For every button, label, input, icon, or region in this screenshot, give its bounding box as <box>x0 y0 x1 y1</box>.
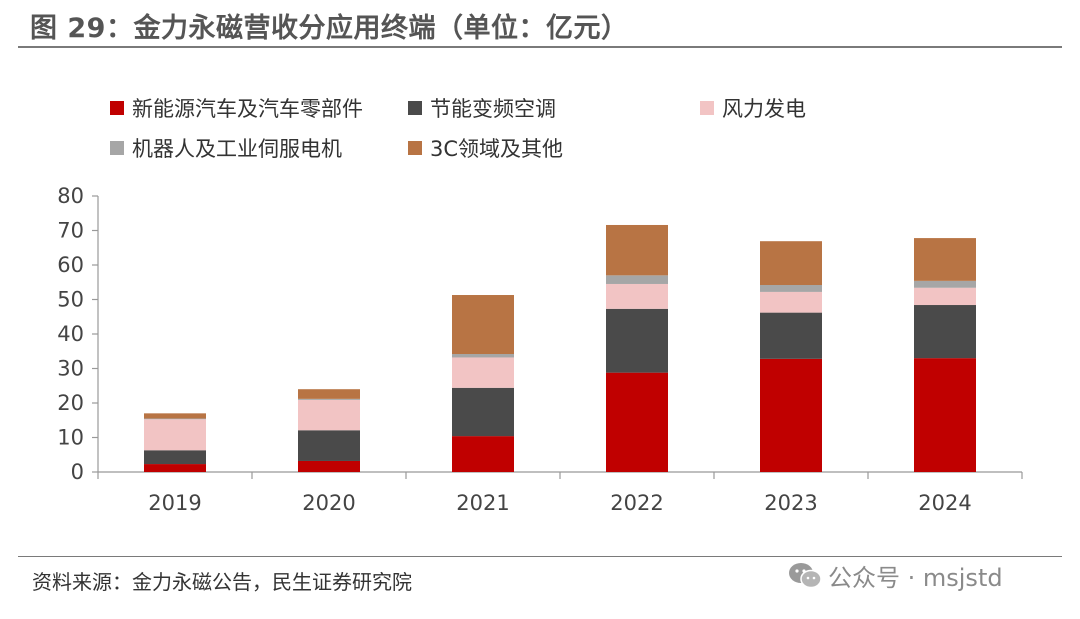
bar-nev-2023 <box>760 358 822 472</box>
legend-label-other: 3C领域及其他 <box>430 137 564 161</box>
bar-other-2024 <box>914 238 976 281</box>
bar-wind-2022 <box>606 283 668 309</box>
legend-item-other: 3C领域及其他 <box>408 133 563 163</box>
bar-robot-2022 <box>606 275 668 284</box>
x-tick-label: 2024 <box>918 491 971 515</box>
legend-swatch-nev <box>110 101 124 115</box>
bar-nev-2019 <box>144 464 206 472</box>
legend-label-wind: 风力发电 <box>722 97 806 121</box>
y-tick-label: 60 <box>57 253 84 277</box>
title-divider <box>18 46 1062 48</box>
bar-other-2021 <box>452 295 514 355</box>
x-tick-label: 2020 <box>302 491 355 515</box>
footer-divider <box>18 556 1062 557</box>
chart-legend: 新能源汽车及汽车零部件 节能变频空调 风力发电 机器人及工业伺服电机 3C领域及… <box>0 0 1080 190</box>
legend-label-robot: 机器人及工业伺服电机 <box>132 137 342 161</box>
y-tick-label: 40 <box>57 322 84 346</box>
legend-item-robot: 机器人及工业伺服电机 <box>110 133 342 163</box>
y-tick-label: 30 <box>57 357 84 381</box>
legend-swatch-other <box>408 141 422 155</box>
bar-wind-2020 <box>298 399 360 431</box>
bar-nev-2024 <box>914 358 976 472</box>
x-tick-label: 2019 <box>148 491 201 515</box>
bar-hvac-2024 <box>914 305 976 359</box>
bar-robot-2021 <box>452 354 514 358</box>
bar-other-2020 <box>298 389 360 399</box>
bar-wind-2024 <box>914 287 976 306</box>
bar-nev-2020 <box>298 460 360 472</box>
legend-item-wind: 风力发电 <box>700 93 806 123</box>
bar-other-2023 <box>760 241 822 286</box>
bar-hvac-2021 <box>452 387 514 437</box>
bar-hvac-2020 <box>298 430 360 461</box>
bar-robot-2023 <box>760 285 822 292</box>
bar-robot-2020 <box>298 398 360 400</box>
bar-robot-2024 <box>914 280 976 288</box>
bar-robot-2019 <box>144 418 206 420</box>
bar-nev-2021 <box>452 436 514 472</box>
bar-nev-2022 <box>606 372 668 472</box>
legend-item-nev: 新能源汽车及汽车零部件 <box>110 93 363 123</box>
watermark: 公众号 · msjstd <box>788 558 1003 593</box>
x-tick-label: 2022 <box>610 491 663 515</box>
y-tick-label: 20 <box>57 391 84 415</box>
legend-label-nev: 新能源汽车及汽车零部件 <box>132 97 363 121</box>
y-tick-label: 0 <box>71 460 84 484</box>
bar-wind-2019 <box>144 419 206 451</box>
y-tick-label: 10 <box>57 426 84 450</box>
y-tick-label: 50 <box>57 288 84 312</box>
legend-label-hvac: 节能变频空调 <box>430 97 556 121</box>
bar-hvac-2019 <box>144 450 206 465</box>
bar-other-2019 <box>144 413 206 419</box>
y-tick-label: 70 <box>57 219 84 243</box>
source-note: 资料来源：金力永磁公告，民生证券研究院 <box>32 570 412 594</box>
bar-other-2022 <box>606 224 668 276</box>
legend-swatch-wind <box>700 101 714 115</box>
page-title: 图 29：金力永磁营收分应用终端（单位：亿元） <box>30 13 629 44</box>
bar-wind-2021 <box>452 357 514 388</box>
watermark-text: 公众号 · msjstd <box>828 564 1003 592</box>
bar-hvac-2023 <box>760 312 822 359</box>
wechat-icon <box>789 562 822 588</box>
bar-wind-2023 <box>760 291 822 313</box>
y-tick-label: 80 <box>57 184 84 208</box>
x-tick-label: 2021 <box>456 491 509 515</box>
x-tick-label: 2023 <box>764 491 817 515</box>
legend-item-hvac: 节能变频空调 <box>408 93 556 123</box>
legend-swatch-hvac <box>408 101 422 115</box>
bar-hvac-2022 <box>606 308 668 373</box>
legend-swatch-robot <box>110 141 124 155</box>
